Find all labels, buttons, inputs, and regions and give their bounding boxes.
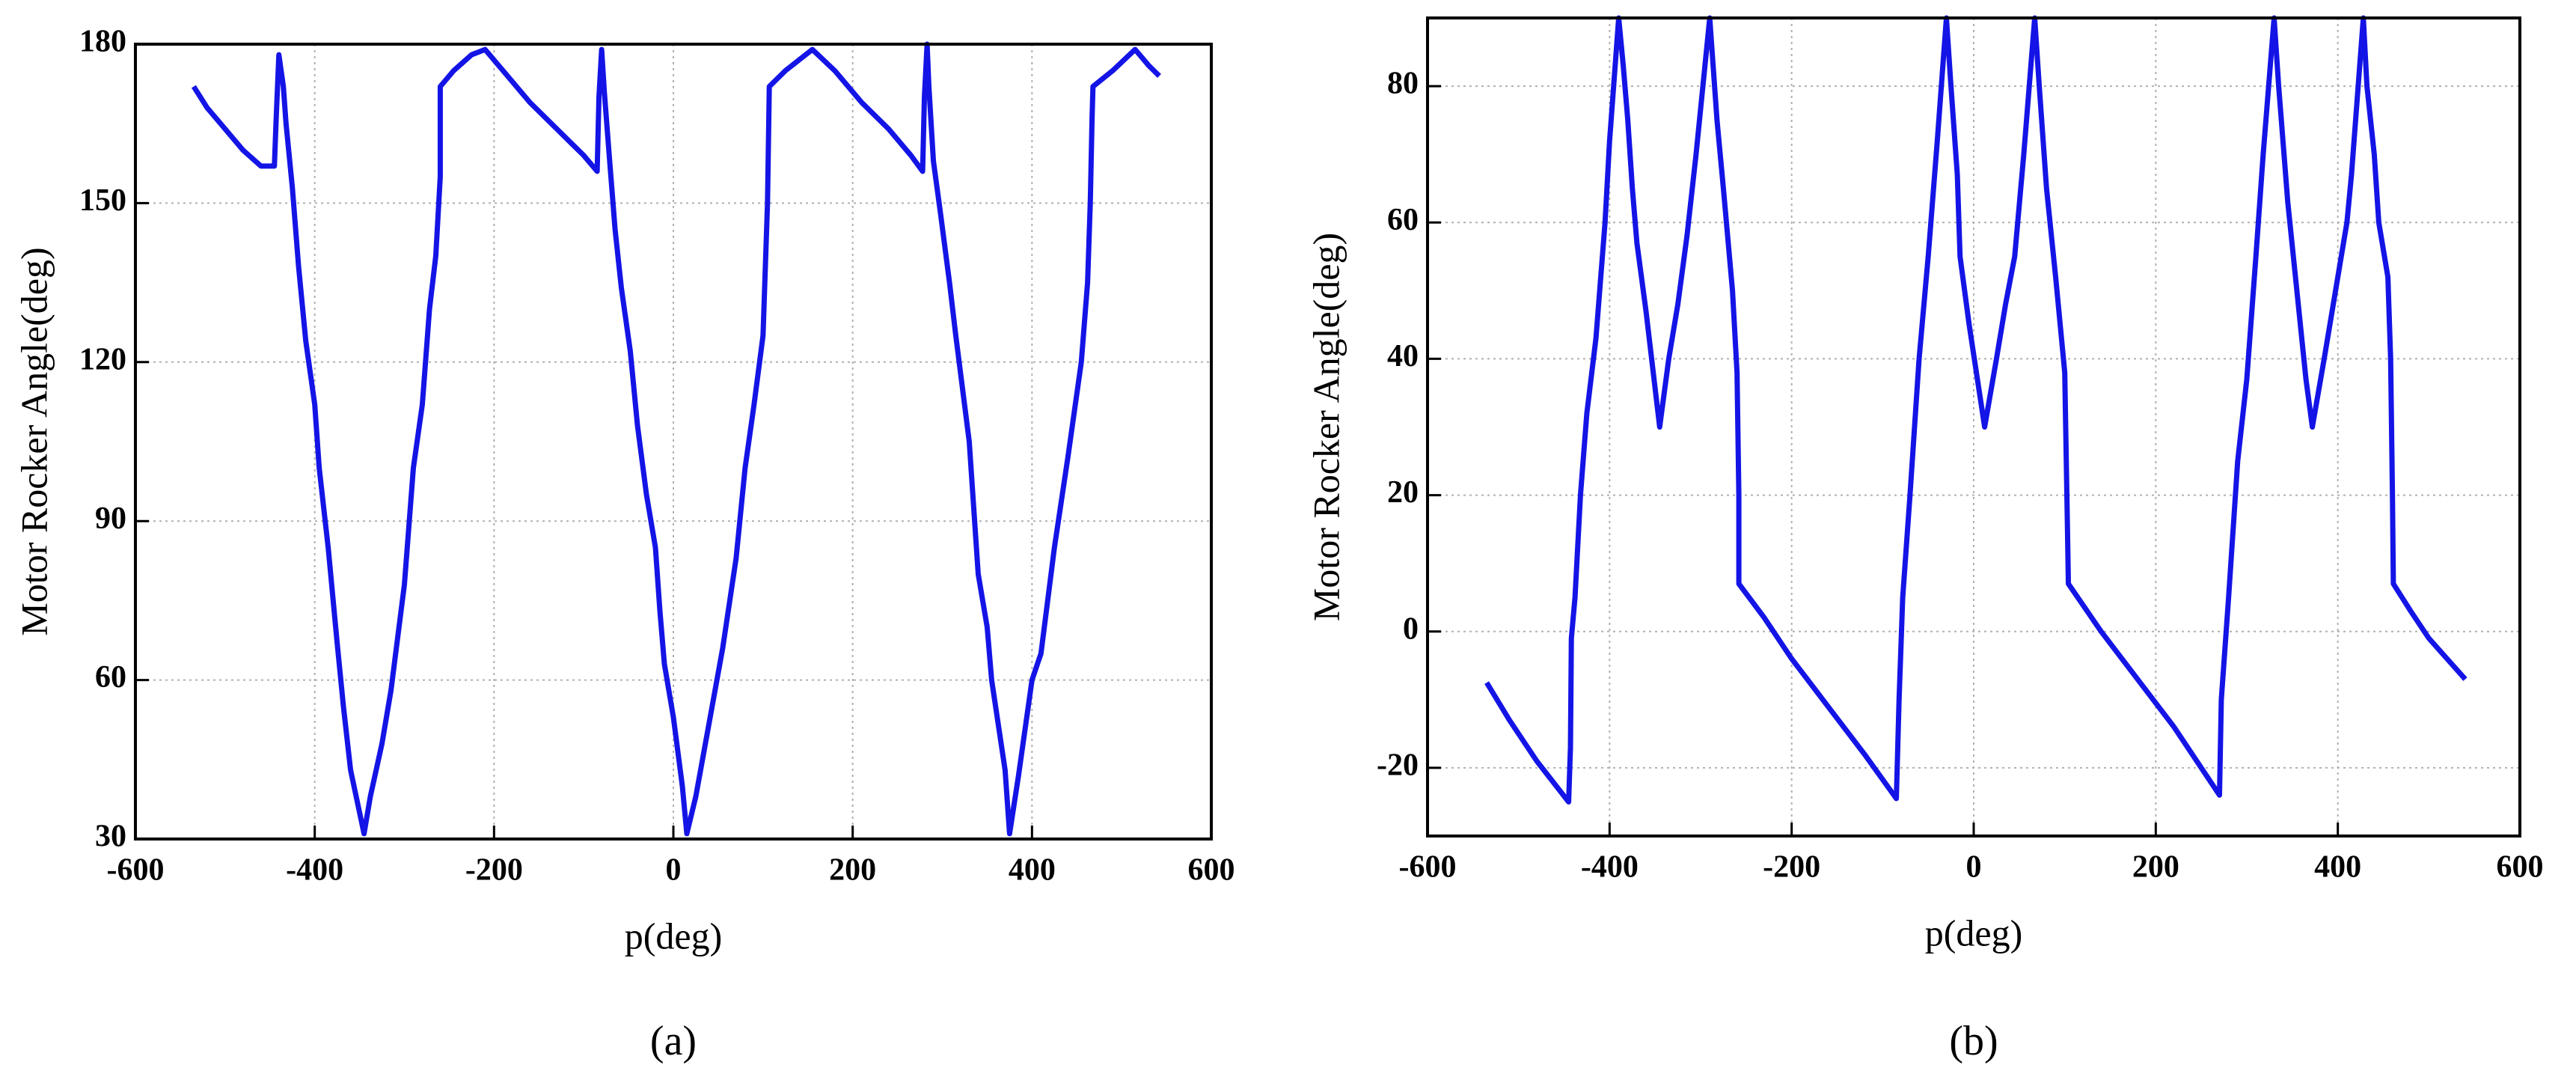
x-tick-label: -600 <box>1399 850 1457 885</box>
y-tick-label: 180 <box>79 25 126 59</box>
plot-frame <box>1426 16 2521 838</box>
plot-frame <box>134 43 1213 841</box>
x-tick-label: -200 <box>465 853 523 888</box>
x-tick-label: 400 <box>1009 853 1056 888</box>
x-tick-label: 0 <box>1966 850 1982 885</box>
x-tick-label: 200 <box>2132 850 2179 885</box>
y-axis-label: Motor Rocker Angle(deg) <box>1305 233 1347 621</box>
caption: (b) <box>1949 1018 1998 1064</box>
x-tick-label: -400 <box>286 853 343 888</box>
y-tick-label: 150 <box>79 183 126 218</box>
y-tick-label: 60 <box>95 660 126 695</box>
caption: (a) <box>650 1018 697 1064</box>
x-tick-label: -600 <box>107 853 165 888</box>
data-line <box>191 41 1161 837</box>
y-tick-label: 80 <box>1387 67 1419 101</box>
y-tick-label: 30 <box>95 820 126 854</box>
y-tick-label: -20 <box>1377 748 1419 783</box>
x-tick-label: 600 <box>2497 850 2544 885</box>
x-tick-label: 400 <box>2314 850 2361 885</box>
x-tick-label: 600 <box>1188 853 1235 888</box>
y-tick-label: 20 <box>1387 475 1419 510</box>
y-axis-label: Motor Rocker Angle(deg) <box>13 247 55 635</box>
x-tick-label: 200 <box>829 853 876 888</box>
data-line <box>1484 15 2468 805</box>
x-tick-label: -200 <box>1763 850 1820 885</box>
x-tick-label: 0 <box>666 853 682 888</box>
x-axis-label: p(deg) <box>1925 912 2023 954</box>
x-axis-label: p(deg) <box>625 915 723 957</box>
y-tick-label: 120 <box>79 342 126 376</box>
x-tick-label: -400 <box>1581 850 1639 885</box>
y-tick-label: 90 <box>95 501 126 536</box>
y-tick-label: 0 <box>1403 611 1419 646</box>
y-tick-label: 60 <box>1387 203 1419 237</box>
y-tick-label: 40 <box>1387 339 1419 373</box>
